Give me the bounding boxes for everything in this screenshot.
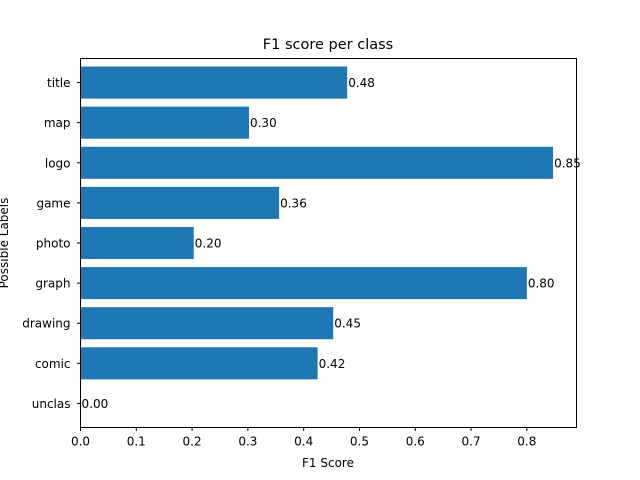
bar-value-label-title: 0.48: [348, 76, 375, 90]
y-tick-label-photo: photo: [36, 237, 71, 251]
y-tick-label-logo: logo: [45, 156, 71, 170]
x-tick-label-1: 0.1: [127, 435, 146, 449]
y-tick-label-title: title: [47, 76, 70, 90]
y-axis: unclas comic drawing graph photo game logo map t…: [22, 76, 81, 411]
bar-value-label-unclas: 0.00: [82, 397, 109, 411]
chart-title: F1 score per class: [263, 37, 393, 53]
x-tick-label-4: 0.4: [294, 435, 313, 449]
bar-value-label-logo: 0.85: [554, 156, 581, 170]
bar-game: [80, 186, 280, 219]
x-axis: 0.0 0.1 0.2 0.3 0.4 0.5 0.6 0.7 0.8: [71, 427, 536, 449]
bar-value-label-photo: 0.20: [195, 237, 222, 251]
x-tick-label-2: 0.2: [183, 435, 202, 449]
bar-value-label-graph: 0.80: [528, 277, 555, 291]
y-tick-label-graph: graph: [35, 277, 70, 291]
bars-group: 0.00 0.42 0.45 0.80 0.20 0.36 0.85 0.30 0.48: [80, 66, 581, 411]
x-tick-label-0: 0.0: [71, 435, 90, 449]
y-axis-label: Possible Labels: [0, 198, 11, 289]
y-tick-label-drawing: drawing: [22, 317, 70, 331]
x-tick-label-8: 0.8: [517, 435, 536, 449]
bar-photo: [80, 226, 194, 260]
y-tick-label-comic: comic: [35, 357, 71, 371]
bar-comic: [80, 347, 318, 380]
x-tick-label-3: 0.3: [238, 435, 257, 449]
bar-title: [80, 66, 348, 99]
plot-frame: [80, 58, 577, 428]
x-tick-label-7: 0.7: [462, 435, 481, 449]
bar-graph: [80, 267, 527, 300]
bar-value-label-map: 0.30: [250, 116, 277, 130]
x-tick-label-5: 0.5: [350, 435, 369, 449]
bar-logo: [80, 146, 554, 179]
bar-map: [80, 106, 249, 139]
bar-value-label-comic: 0.42: [319, 357, 346, 371]
bar-value-label-drawing: 0.45: [334, 317, 361, 331]
y-tick-label-game: game: [36, 196, 70, 210]
y-tick-label-map: map: [44, 116, 71, 130]
bar-value-label-game: 0.36: [280, 196, 307, 210]
y-tick-label-unclas: unclas: [32, 397, 71, 411]
x-tick-label-6: 0.6: [406, 435, 425, 449]
bar-drawing: [80, 307, 334, 340]
x-axis-label: F1 Score: [302, 456, 354, 470]
